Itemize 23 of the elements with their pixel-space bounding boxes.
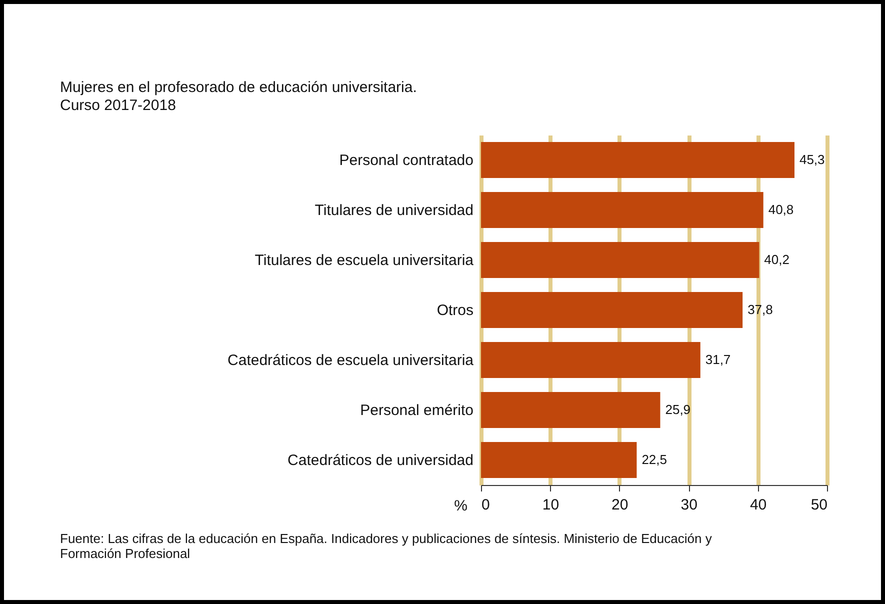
- x-tick-label: 50: [810, 496, 828, 514]
- data-label: 45,3: [799, 152, 825, 167]
- data-label: 31,7: [705, 352, 731, 367]
- x-axis-title: %: [454, 498, 468, 514]
- text: Mujeres en el profesorado de educación universitaria. Curso 2017-2018: [60, 79, 417, 115]
- data-label: 40,2: [764, 252, 790, 267]
- y-tick-label: Personal contratado: [339, 152, 474, 169]
- data-label: 37,8: [748, 302, 773, 317]
- y-tick-label: Titulares de universidad: [314, 202, 474, 219]
- x-tick-label: 40: [750, 496, 767, 514]
- y-tick-label: Personal emérito: [360, 402, 474, 419]
- y-tick-label: Catedráticos de escuela universitaria: [228, 352, 474, 369]
- data-label: 40,8: [768, 202, 794, 217]
- y-tick-label: Catedráticos de universidad: [288, 452, 474, 469]
- x-tick-label: 0: [482, 496, 490, 514]
- y-tick-label: Titulares de escuela universitaria: [254, 252, 474, 269]
- x-tick-label: 30: [680, 496, 698, 514]
- y-tick-label: Otros: [436, 302, 474, 319]
- data-label: 22,5: [642, 452, 668, 467]
- x-tick-label: 10: [542, 496, 560, 514]
- source-note: Fuente: Las cifras de la educación en España. Indicadores y publicaciones de síntesis. Ministerio de Educación y Formación Profesional: [60, 531, 713, 561]
- data-label: 25,9: [665, 402, 691, 417]
- x-tick-label: 20: [612, 496, 628, 514]
